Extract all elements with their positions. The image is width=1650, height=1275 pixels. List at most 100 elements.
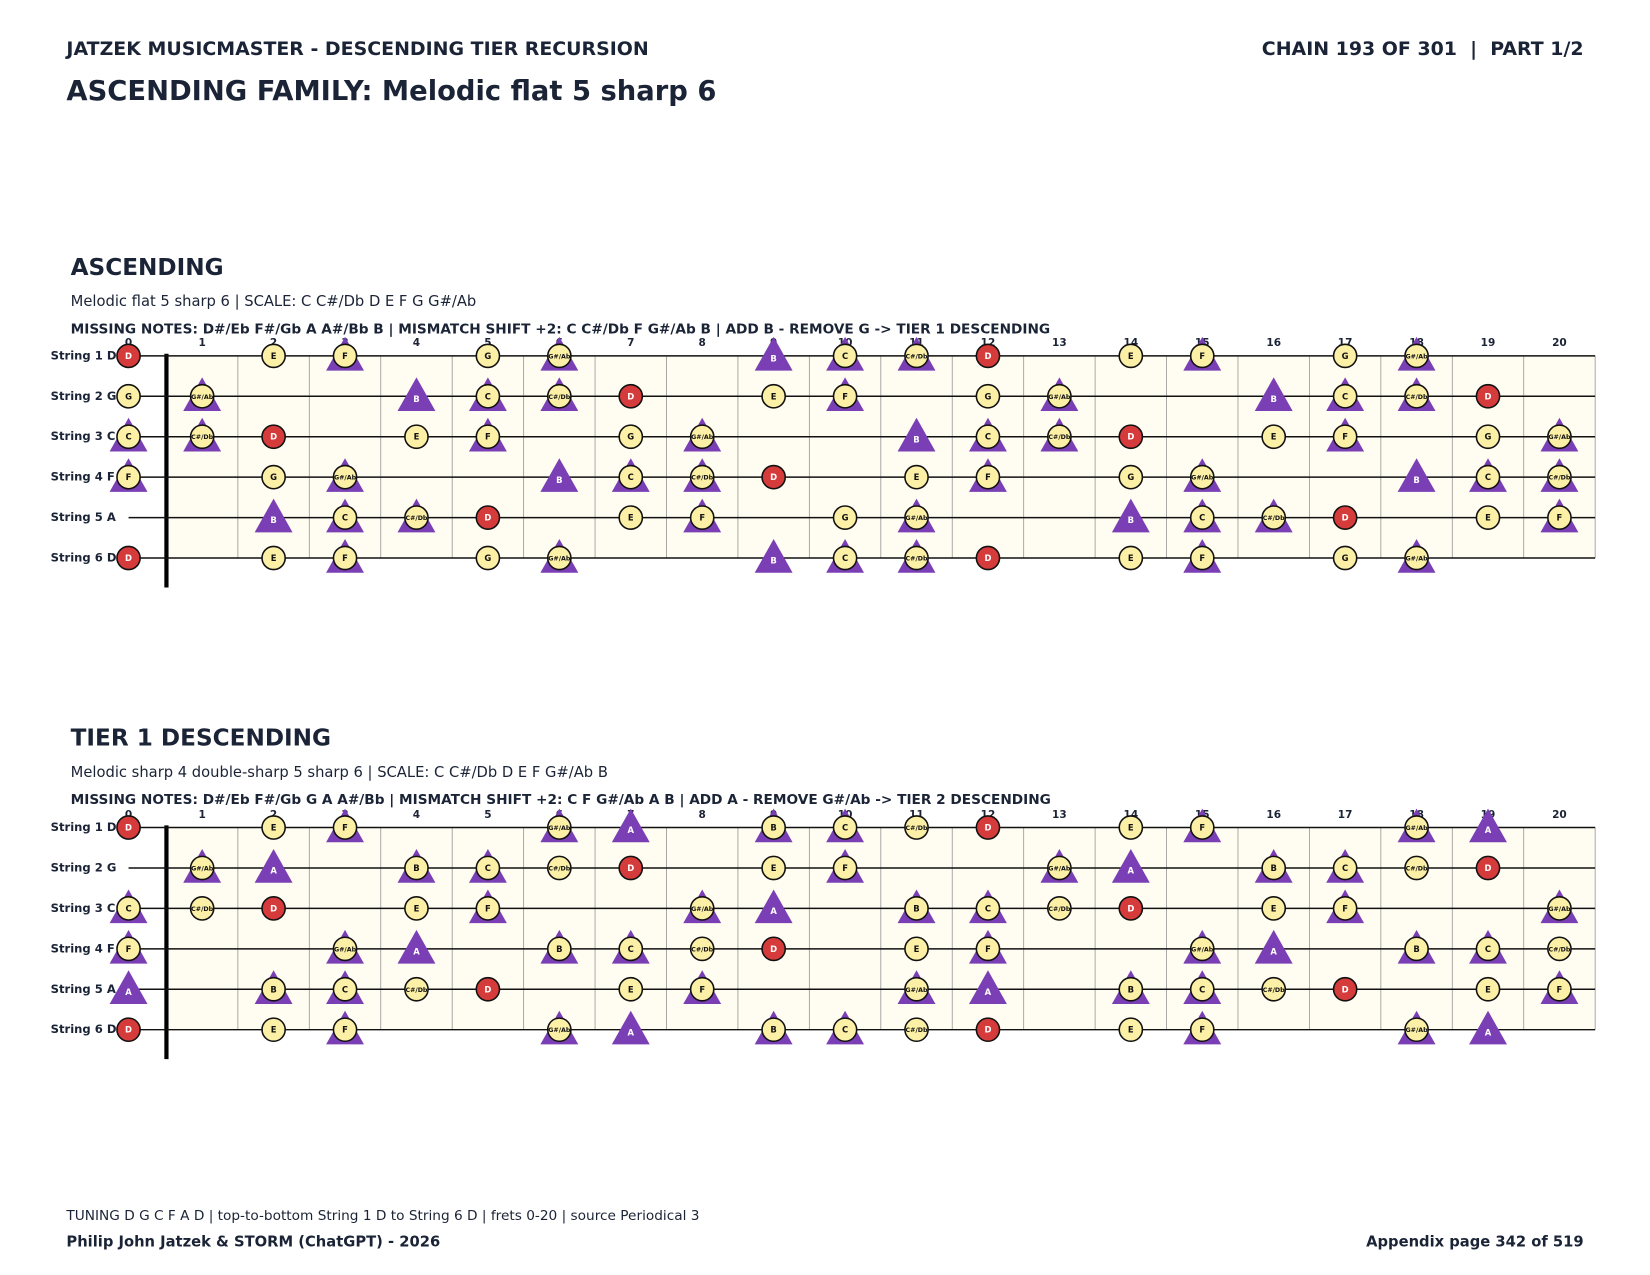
note-label: B [1270, 394, 1276, 404]
scale-note [904, 815, 929, 840]
scale-note [116, 936, 141, 962]
scale-note [332, 464, 358, 490]
note-label: C [842, 553, 848, 563]
note-label: E [771, 863, 777, 873]
root-note [975, 545, 1001, 571]
scale-note [1547, 976, 1572, 1002]
note-label: B [913, 434, 919, 444]
note-label: G#/Ab [691, 434, 714, 441]
section-subtitle: Melodic flat 5 sharp 6 | SCALE: C C#/Db … [71, 293, 477, 310]
note-label: G#/Ab [905, 515, 928, 522]
scale-note [618, 976, 644, 1002]
note-label: C#/Db [548, 394, 570, 401]
note-label: D [1127, 432, 1134, 442]
note-label: C [985, 903, 991, 913]
scale-note [1332, 343, 1358, 369]
added-note-triangle [611, 1010, 650, 1045]
note-label: E [914, 472, 920, 482]
added-note-triangle [969, 970, 1007, 1004]
added-note-triangle [1254, 377, 1293, 412]
fret-number: 2 [270, 809, 277, 821]
root-note [475, 976, 501, 1002]
scale-note [1047, 855, 1072, 881]
note-label: C#/Db [1406, 394, 1428, 401]
note-label: F [1557, 513, 1563, 523]
note-label: E [271, 1025, 277, 1035]
note-label: G [1342, 351, 1349, 361]
note-label: D [125, 351, 132, 361]
scale-note [261, 1017, 286, 1043]
root-note [261, 424, 286, 450]
scale-note [475, 855, 501, 881]
fret-number: 7 [627, 337, 634, 349]
note-label: C [485, 391, 491, 401]
note-label: D [125, 823, 132, 833]
note-label: F [1199, 1025, 1205, 1035]
note-label: F [699, 984, 705, 994]
note-label: E [1271, 432, 1277, 442]
note-label: F [1342, 432, 1348, 442]
note-label: A [1270, 946, 1277, 956]
fret-number: 13 [1052, 809, 1067, 821]
note-label: F [485, 903, 491, 913]
string-label: String 2 G [51, 389, 117, 403]
note-label: C [842, 351, 848, 361]
scale-note [904, 976, 929, 1002]
root-note [975, 343, 1001, 369]
note-label: C#/Db [906, 353, 928, 360]
note-label: B [913, 903, 919, 913]
note-label: G#/Ab [905, 987, 928, 994]
scale-note [975, 383, 1001, 409]
scale-note [546, 815, 572, 840]
note-label: A [985, 987, 992, 997]
note-label: E [414, 432, 420, 442]
note-label: D [984, 553, 991, 563]
note-label: G [1485, 432, 1492, 442]
scale-note [1475, 976, 1501, 1002]
scale-note [189, 896, 215, 921]
note-label: C#/Db [906, 1027, 928, 1034]
root-note [1475, 383, 1501, 409]
scale-note [475, 896, 501, 921]
note-label: E [914, 944, 920, 954]
added-note-triangle [897, 417, 936, 452]
note-label: C#/Db [691, 475, 713, 482]
note-label: B [770, 1025, 776, 1035]
note-label: C [628, 944, 634, 954]
note-label: C [342, 984, 348, 994]
note-label: E [1485, 513, 1491, 523]
fret-number: 5 [484, 337, 491, 349]
note-label: D [984, 823, 991, 833]
note-label: C#/Db [1548, 475, 1570, 482]
note-label: F [126, 944, 132, 954]
fret-number: 0 [125, 809, 132, 821]
note-label: C#/Db [1406, 865, 1428, 872]
note-label: G [1127, 472, 1134, 482]
note-label: C#/Db [1048, 434, 1070, 441]
added-note-triangle [397, 929, 436, 964]
root-note [116, 545, 141, 571]
note-label: G [270, 472, 277, 482]
note-label: F [126, 472, 132, 482]
scale-note [475, 383, 501, 409]
scale-note [1547, 424, 1572, 450]
added-note-triangle [540, 458, 579, 492]
scale-note [1261, 896, 1287, 921]
note-label: D [984, 1025, 991, 1035]
scale-note [761, 855, 787, 881]
scale-note [546, 1017, 572, 1043]
scale-note [546, 343, 572, 369]
fret-number: 20 [1552, 809, 1567, 821]
note-label: C#/Db [691, 946, 713, 953]
root-note [116, 343, 141, 369]
note-label: E [271, 823, 277, 833]
note-label: E [414, 903, 420, 913]
scale-note [618, 464, 644, 490]
fret-number: 16 [1266, 337, 1281, 349]
scale-note [832, 505, 858, 530]
note-label: A [270, 866, 277, 876]
note-label: C [1342, 863, 1348, 873]
note-label: G#/Ab [1405, 825, 1428, 832]
scale-note [332, 505, 358, 530]
scale-note [832, 1017, 858, 1043]
